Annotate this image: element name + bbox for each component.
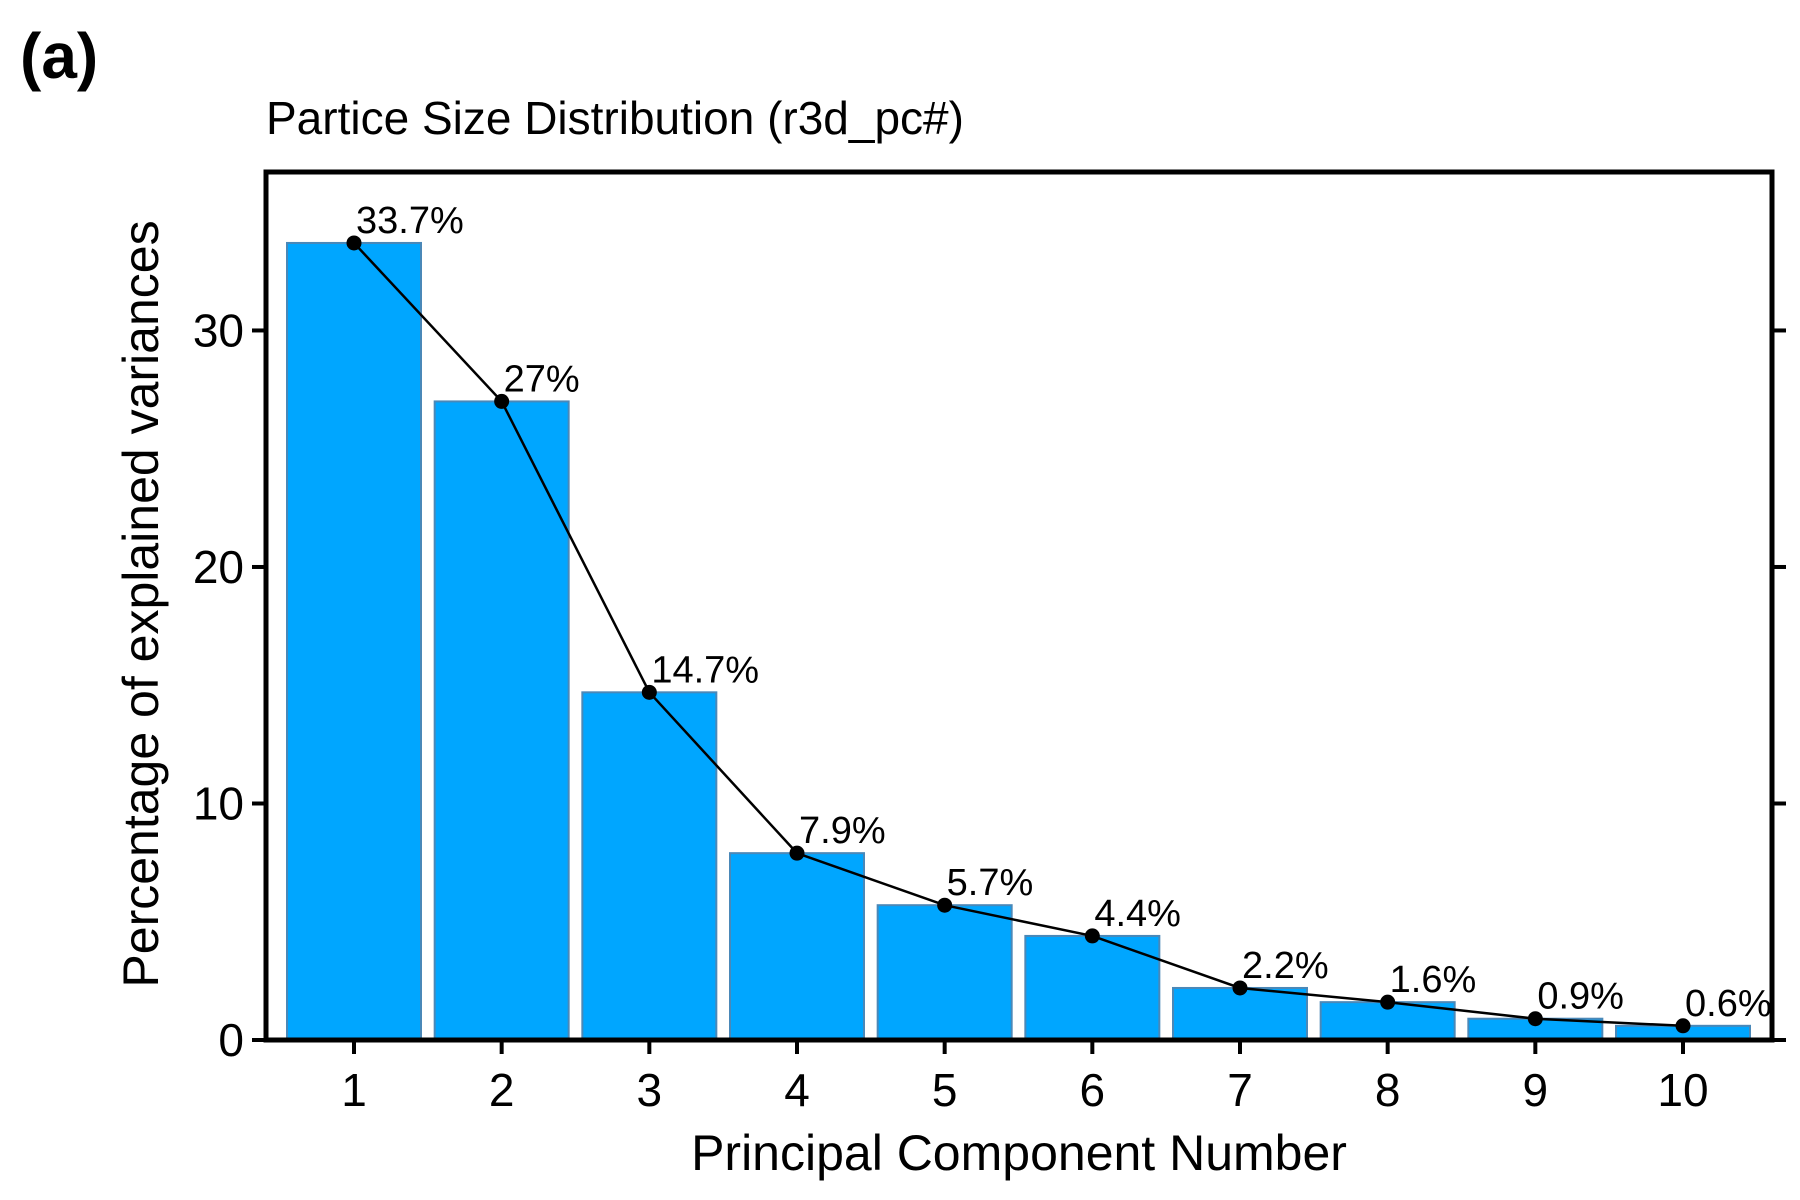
x-tick-label: 9 bbox=[1523, 1064, 1549, 1116]
x-tick-label: 6 bbox=[1080, 1064, 1106, 1116]
data-label: 33.7% bbox=[356, 200, 464, 242]
x-tick-label: 7 bbox=[1227, 1064, 1253, 1116]
data-point bbox=[937, 897, 953, 913]
bar bbox=[1172, 986, 1308, 1041]
data-label: 4.4% bbox=[1094, 893, 1181, 935]
series-line bbox=[353, 242, 1684, 1028]
x-tick-label: 2 bbox=[489, 1064, 515, 1116]
data-label: 0.9% bbox=[1537, 976, 1624, 1018]
y-axis-title: Percentage of explained variances bbox=[113, 220, 169, 987]
data-point bbox=[641, 684, 657, 700]
bar bbox=[433, 400, 570, 1042]
panel-label: (a) bbox=[20, 20, 98, 92]
data-point bbox=[1084, 928, 1100, 944]
y-tick-label: 30 bbox=[193, 304, 244, 356]
data-label: 2.2% bbox=[1242, 945, 1329, 987]
y-tick-label: 0 bbox=[218, 1014, 244, 1066]
data-label: 7.9% bbox=[799, 810, 886, 852]
bars-layer bbox=[286, 241, 1751, 1042]
x-tick-label: 4 bbox=[784, 1064, 810, 1116]
data-point bbox=[1675, 1018, 1691, 1034]
chart-title: Partice Size Distribution (r3d_pc#) bbox=[266, 92, 964, 144]
data-label: 27% bbox=[504, 358, 580, 400]
line-layer bbox=[346, 235, 1691, 1034]
y-tick-label: 20 bbox=[193, 541, 244, 593]
x-tick-label: 1 bbox=[341, 1064, 367, 1116]
x-tick-label: 5 bbox=[932, 1064, 958, 1116]
data-label: 14.7% bbox=[651, 649, 759, 691]
data-point bbox=[494, 393, 510, 409]
plot-frame bbox=[263, 169, 1775, 1043]
data-label: 1.6% bbox=[1390, 959, 1477, 1001]
y-tick-label: 10 bbox=[193, 777, 244, 829]
axes-layer: 0 10 20 30 1 2 3 4 5 6 7 8 9 10 bbox=[193, 169, 1786, 1116]
bar bbox=[286, 241, 422, 1041]
x-axis-title: Principal Component Number bbox=[691, 1125, 1347, 1181]
bar bbox=[1024, 934, 1161, 1042]
data-point bbox=[346, 235, 362, 251]
data-label: 0.6% bbox=[1685, 983, 1772, 1025]
x-tick-label: 10 bbox=[1657, 1064, 1708, 1116]
bar bbox=[729, 852, 865, 1042]
data-point bbox=[1380, 994, 1396, 1010]
x-tick-label: 8 bbox=[1375, 1064, 1401, 1116]
data-label: 5.7% bbox=[947, 862, 1034, 904]
data-point bbox=[1232, 980, 1248, 996]
x-tick-label: 3 bbox=[637, 1064, 663, 1116]
data-point bbox=[1527, 1011, 1543, 1027]
bar bbox=[876, 904, 1013, 1041]
data-labels-layer: 33.7% 27% 14.7% 7.9% 5.7% 4.4% 2.2% 1.6% 0.9% 0.6… bbox=[356, 200, 1772, 1025]
data-point bbox=[789, 845, 805, 861]
